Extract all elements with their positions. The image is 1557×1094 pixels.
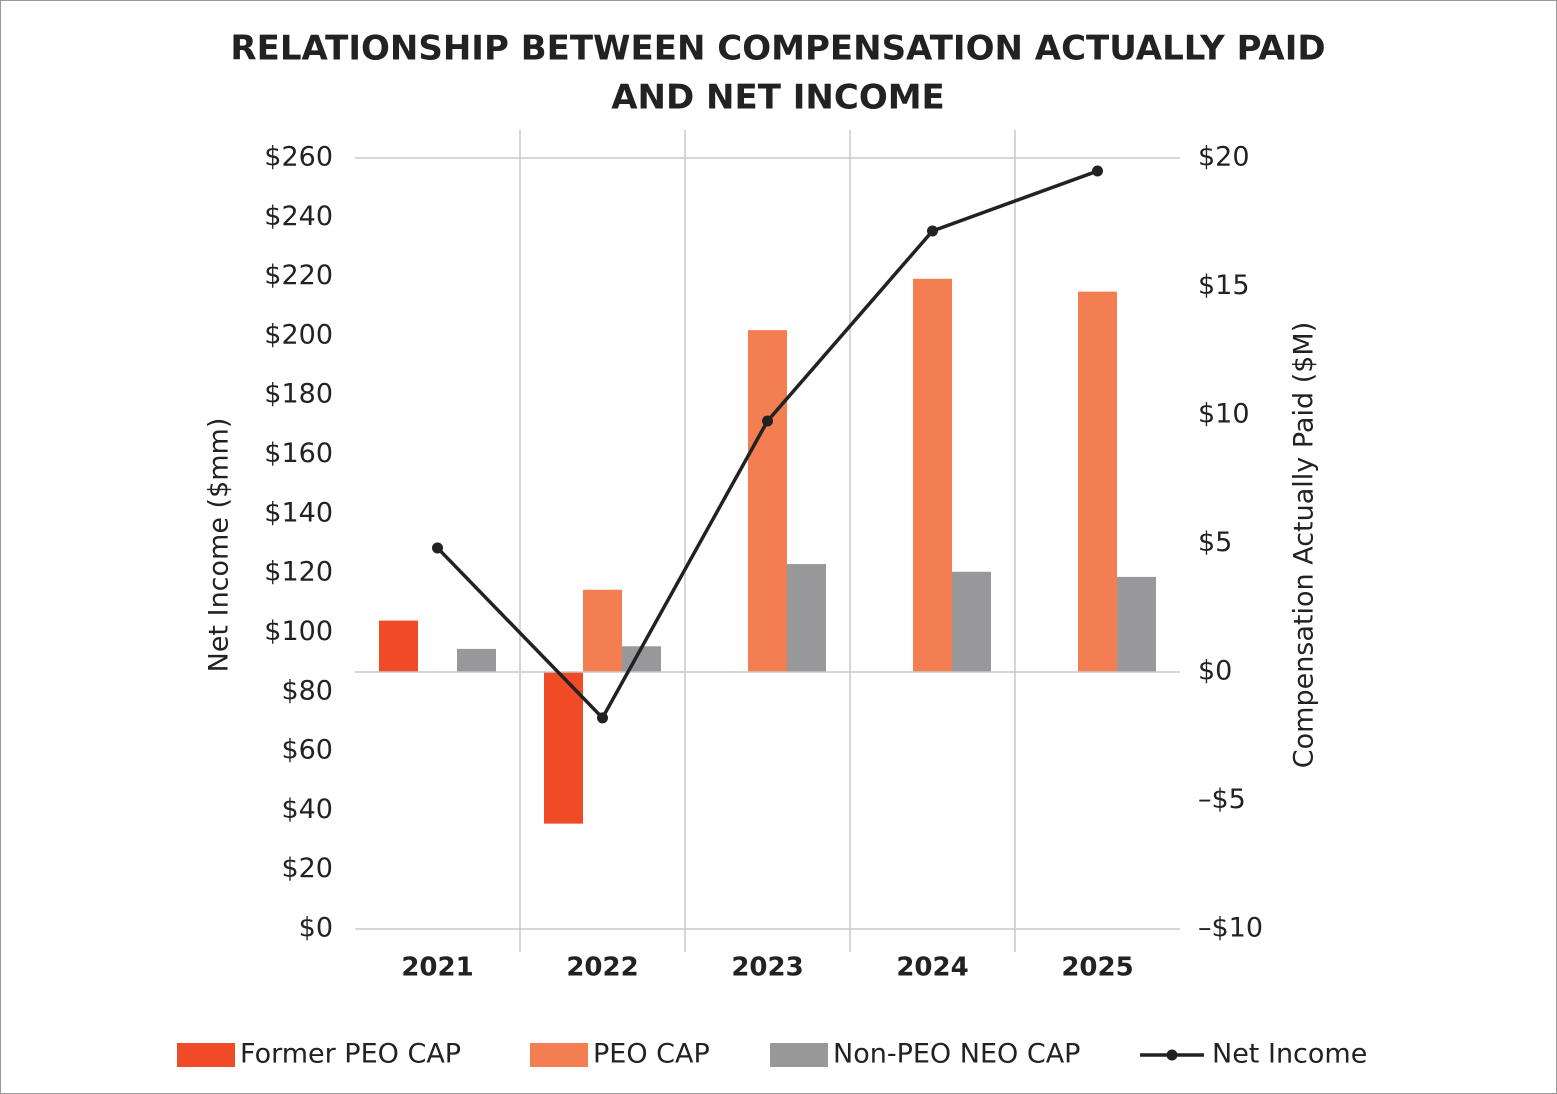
- y-tick-label: $200: [264, 319, 333, 350]
- legend-label: Former PEO CAP: [240, 1039, 461, 1070]
- y-tick-label: $100: [264, 616, 333, 647]
- y2-tick-label: –$10: [1198, 913, 1263, 944]
- bar: [748, 330, 787, 672]
- bar: [457, 648, 496, 672]
- y2-tick-label: $10: [1198, 399, 1250, 430]
- y2-tick-label: –$5: [1198, 784, 1246, 815]
- legend-swatch: [770, 1043, 828, 1067]
- y-tick-label: $260: [264, 142, 333, 173]
- bar: [787, 564, 826, 672]
- y2-tick-label: $0: [1198, 656, 1232, 687]
- y2-tick-label: $20: [1198, 142, 1250, 173]
- bar: [952, 571, 991, 672]
- y2-axis-label: Compensation Actually Paid ($M): [1289, 322, 1320, 768]
- legend-swatch: [177, 1043, 235, 1067]
- line-point: [597, 712, 608, 724]
- y-tick-label: $80: [281, 675, 333, 706]
- x-tick-label: 2025: [1061, 953, 1133, 983]
- bar: [1078, 291, 1117, 672]
- bar: [544, 672, 583, 824]
- line-point: [762, 415, 773, 427]
- bar: [913, 278, 952, 672]
- x-tick-label: 2023: [731, 953, 803, 983]
- x-tick-label: 2021: [401, 953, 473, 983]
- y-tick-label: $180: [264, 379, 333, 410]
- bar: [1117, 576, 1156, 672]
- y2-tick-label: $15: [1198, 270, 1250, 301]
- legend-label: PEO CAP: [593, 1039, 710, 1070]
- chart-title: AND NET INCOME: [611, 78, 945, 118]
- y2-tick-label: $5: [1198, 527, 1232, 558]
- line-point: [432, 542, 443, 554]
- y-tick-label: $20: [281, 853, 333, 884]
- y-tick-label: $60: [281, 735, 333, 766]
- y-tick-label: $120: [264, 557, 333, 588]
- y-axis-label: Net Income ($mm): [204, 418, 235, 673]
- legend-swatch: [1166, 1049, 1178, 1061]
- legend-label: Non-PEO NEO CAP: [833, 1039, 1080, 1070]
- x-tick-label: 2022: [566, 953, 638, 983]
- line-point: [1092, 165, 1103, 177]
- bar: [379, 620, 418, 672]
- chart-title: RELATIONSHIP BETWEEN COMPENSATION ACTUAL…: [230, 29, 1325, 69]
- y-tick-label: $220: [264, 260, 333, 291]
- y-tick-label: $0: [299, 913, 333, 944]
- legend-label: Net Income: [1212, 1039, 1367, 1070]
- line-point: [927, 225, 938, 237]
- legend-swatch: [530, 1043, 588, 1067]
- y-tick-label: $140: [264, 497, 333, 528]
- x-tick-label: 2024: [896, 953, 968, 983]
- bar: [583, 589, 622, 672]
- y-tick-label: $240: [264, 201, 333, 232]
- y-tick-label: $160: [264, 438, 333, 469]
- y-tick-label: $40: [281, 794, 333, 825]
